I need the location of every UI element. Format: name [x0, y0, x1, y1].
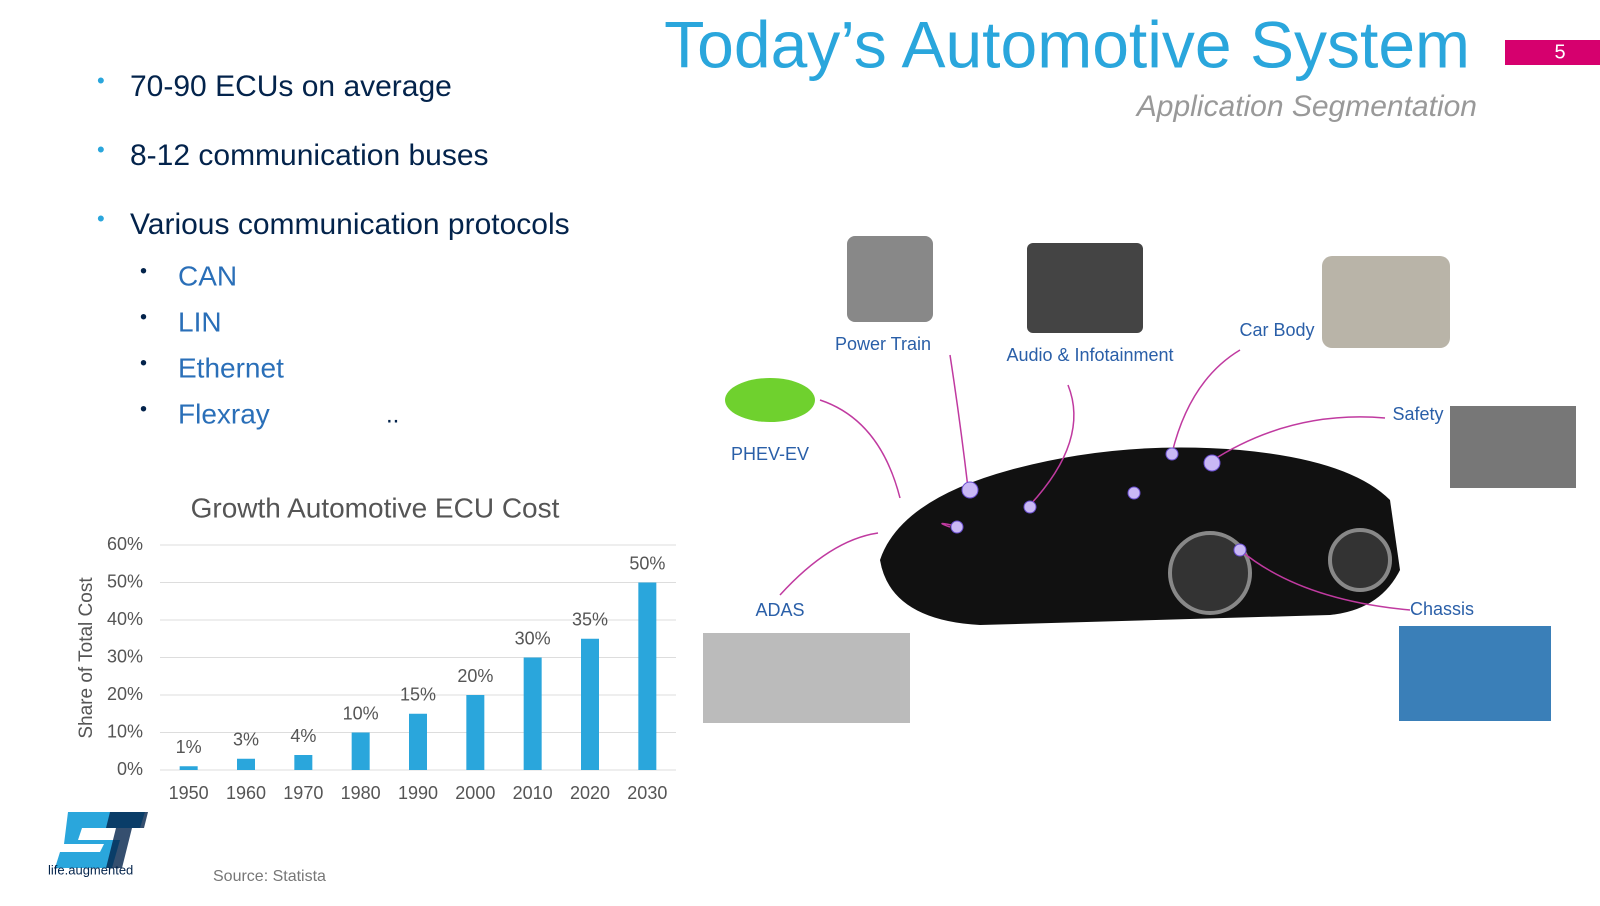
data-label: 20% [457, 666, 493, 686]
wheel [1168, 531, 1252, 615]
bullet-dot: • [97, 68, 105, 93]
y-tick-label: 10% [107, 721, 143, 741]
subtitle: Application Segmentation [1135, 90, 1477, 123]
x-tick-label: 1970 [283, 783, 323, 803]
x-tick-label: 1980 [341, 783, 381, 803]
bar [179, 766, 198, 770]
y-tick-label: 40% [107, 609, 143, 629]
connector-dots [950, 447, 1247, 557]
diagram-label: PHEV-EV [731, 444, 809, 464]
data-label: 15% [400, 685, 436, 705]
powertrain-image [847, 236, 933, 322]
ellipsis: .. [386, 401, 399, 428]
wheel [1328, 528, 1392, 592]
data-label: 35% [572, 610, 608, 630]
bullet: 70-90 ECUs on average [130, 70, 452, 103]
safety-image [1450, 406, 1576, 488]
diagram-label: Power Train [835, 334, 931, 354]
bar [581, 638, 599, 770]
bar [466, 695, 485, 770]
st-logo [55, 812, 148, 868]
y-tick-label: 30% [107, 646, 143, 666]
sub-bullet-dot: • [140, 306, 147, 328]
chassis-image [1399, 626, 1551, 721]
adas-image [703, 633, 910, 723]
infotainment-image [1027, 243, 1143, 333]
data-label: 30% [515, 628, 551, 648]
data-label: 10% [343, 703, 379, 723]
diagram-label: Car Body [1239, 320, 1314, 340]
bullet: 8-12 communication buses [130, 139, 489, 172]
diagram-label: Safety [1392, 404, 1443, 424]
sub-bullet: Ethernet [178, 352, 284, 383]
car-body [880, 447, 1400, 625]
y-tick-label: 0% [117, 759, 143, 779]
source: Source: Statista [213, 868, 326, 885]
data-label: 1% [176, 737, 202, 757]
x-tick-label: 1950 [169, 783, 209, 803]
car-diagram [703, 236, 1576, 723]
y-tick-label: 60% [107, 534, 143, 554]
x-tick-label: 2000 [455, 783, 495, 803]
sub-bullet-dot: • [140, 398, 147, 420]
bullet-dot: • [97, 206, 105, 231]
diagram-label: Audio & Infotainment [1006, 345, 1173, 365]
carbody-image [1322, 256, 1450, 348]
sub-bullet: Flexray [178, 398, 270, 429]
x-tick-label: 1960 [226, 783, 266, 803]
page-number: 5 [1554, 41, 1565, 63]
bar [523, 657, 542, 770]
bullet-dot: • [97, 137, 105, 162]
title: Today’s Automotive System [664, 7, 1470, 81]
bar [638, 582, 657, 770]
bar [409, 713, 427, 770]
y-tick-label: 20% [107, 684, 143, 704]
phev-image [725, 378, 815, 422]
sub-bullet-dot: • [140, 352, 147, 374]
bar [351, 732, 370, 770]
sub-bullet: LIN [178, 306, 222, 337]
data-label: 3% [233, 730, 259, 750]
x-tick-label: 1990 [398, 783, 438, 803]
sub-bullet-dot: • [140, 260, 147, 282]
page-badge [1505, 40, 1600, 65]
diagram-label: ADAS [755, 600, 804, 620]
bar [294, 755, 313, 770]
sub-bullet: CAN [178, 260, 237, 291]
bar [237, 758, 255, 770]
x-tick-label: 2020 [570, 783, 610, 803]
data-label: 50% [629, 553, 665, 573]
y-tick-label: 50% [107, 571, 143, 591]
diagram-label: Chassis [1410, 599, 1474, 619]
x-tick-label: 2030 [627, 783, 667, 803]
y-axis-label: Share of Total Cost [76, 577, 97, 739]
bullet: Various communication protocols [130, 208, 570, 241]
x-tick-label: 2010 [513, 783, 553, 803]
data-label: 4% [290, 726, 316, 746]
chart-title: Growth Automotive ECU Cost [191, 492, 560, 523]
logo-tagline: life.augmented [48, 862, 133, 877]
